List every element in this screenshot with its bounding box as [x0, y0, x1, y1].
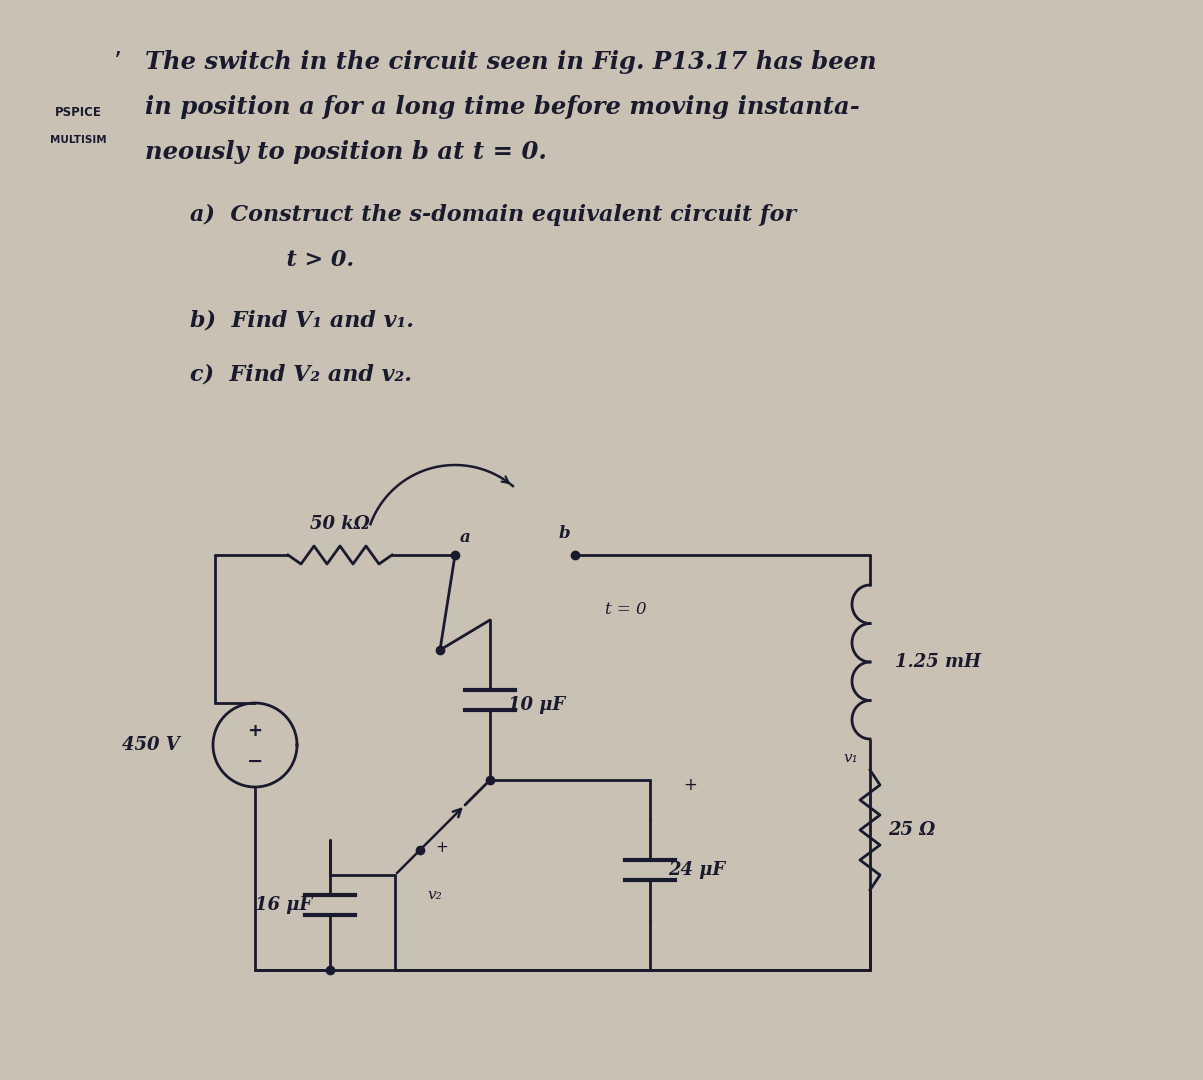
- Text: +: +: [435, 840, 449, 855]
- Text: The switch in the circuit seen in Fig. P13.17 has been: The switch in the circuit seen in Fig. P…: [146, 50, 877, 75]
- Text: PSPICE: PSPICE: [54, 106, 101, 119]
- Text: 50 kΩ: 50 kΩ: [310, 515, 369, 534]
- Text: b)  Find V₁ and v₁.: b) Find V₁ and v₁.: [190, 309, 414, 330]
- Text: v₁: v₁: [843, 751, 858, 765]
- Text: t = 0: t = 0: [605, 602, 647, 619]
- Text: 16 μF: 16 μF: [255, 896, 312, 914]
- Text: 450 V: 450 V: [123, 735, 180, 754]
- Text: −: −: [247, 752, 263, 770]
- Text: in position a for a long time before moving instanta-: in position a for a long time before mov…: [146, 95, 860, 119]
- Text: a: a: [460, 528, 470, 545]
- Text: 24 μF: 24 μF: [668, 861, 725, 879]
- Text: c)  Find V₂ and v₂.: c) Find V₂ and v₂.: [190, 364, 411, 386]
- Text: +: +: [248, 723, 262, 740]
- Text: b: b: [558, 525, 570, 541]
- Text: 10 μF: 10 μF: [508, 696, 565, 714]
- Text: MULTISIM: MULTISIM: [49, 135, 106, 145]
- Text: 25 Ω: 25 Ω: [888, 821, 935, 839]
- Text: t > 0.: t > 0.: [241, 249, 354, 271]
- Text: a)  Construct the s-domain equivalent circuit for: a) Construct the s-domain equivalent cir…: [190, 204, 796, 226]
- Text: ’: ’: [114, 50, 122, 75]
- Text: v₂: v₂: [427, 888, 443, 902]
- Text: 1.25 mH: 1.25 mH: [895, 653, 980, 671]
- Text: +: +: [683, 777, 697, 794]
- Text: neously to position b at t = 0.: neously to position b at t = 0.: [146, 140, 547, 164]
